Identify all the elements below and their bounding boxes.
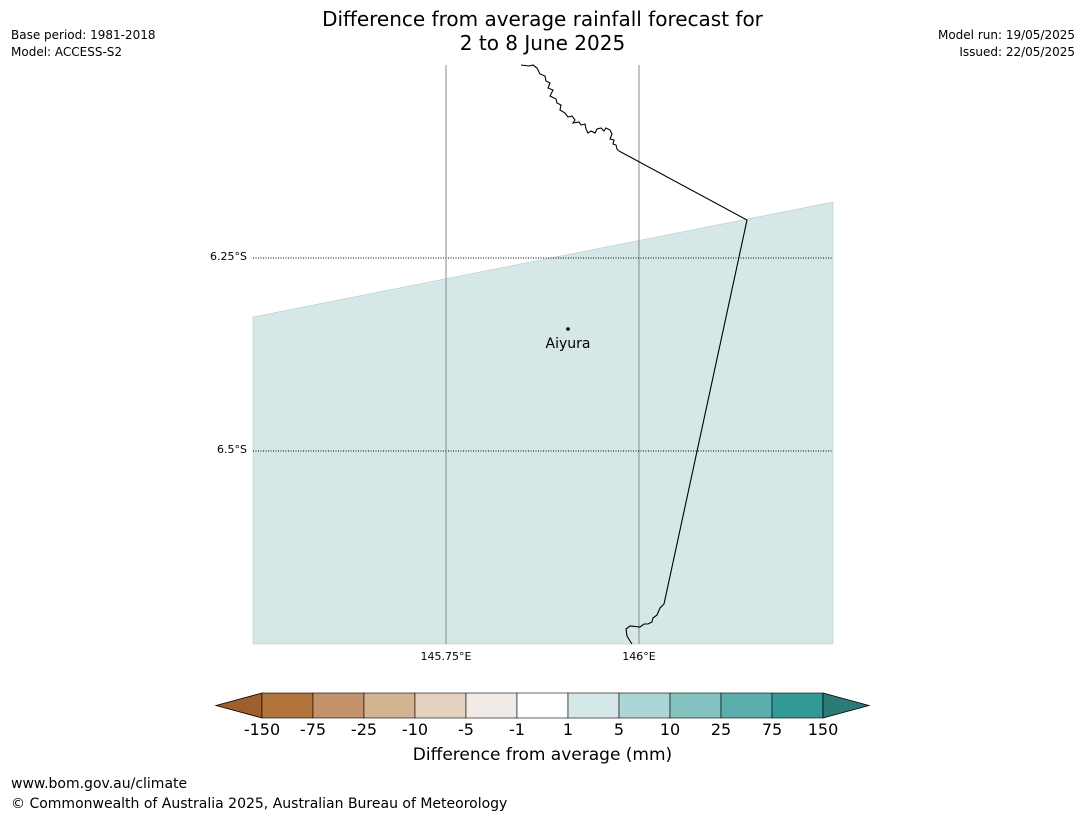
colorbar-swatch: [516, 692, 569, 719]
colorbar-tick: -150: [243, 720, 281, 739]
issued-date: Issued: 22/05/2025: [959, 45, 1075, 59]
lon-label-145-75: 145.75°E: [420, 650, 472, 663]
footer-url: www.bom.gov.au/climate: [11, 776, 188, 792]
map-title: Difference from average rainfall forecas…: [0, 7, 1085, 55]
base-period: Base period: 1981-2018: [11, 28, 156, 42]
colorbar-tick: 10: [659, 720, 681, 739]
colorbar-swatch: [465, 692, 518, 719]
colorbar-tick: -75: [299, 720, 327, 739]
border-line: [618, 150, 748, 605]
forecast-fill-region: [252, 201, 834, 645]
model-info: Base period: 1981-2018 Model: ACCESS-S2: [11, 27, 156, 61]
run-info: Model run: 19/05/2025 Issued: 22/05/2025: [938, 27, 1075, 61]
place-label-aiyura: Aiyura: [545, 336, 591, 352]
colorbar-swatch: [567, 692, 620, 719]
colorbar-swatch: [261, 692, 314, 719]
colorbar-swatch: [771, 692, 824, 719]
coastline-north: [520, 64, 620, 152]
colorbar-tick: 5: [613, 720, 625, 739]
colorbar-swatch: [618, 692, 671, 719]
colorbar-tick: 150: [807, 720, 839, 739]
title-line-1: Difference from average rainfall forecas…: [322, 7, 763, 31]
colorbar-swatch: [720, 692, 773, 719]
colorbar-swatch: [363, 692, 416, 719]
model-name: Model: ACCESS-S2: [11, 45, 123, 59]
title-line-2: 2 to 8 June 2025: [459, 31, 626, 55]
colorbar-tick: -25: [350, 720, 378, 739]
colorbar-tick: -10: [401, 720, 429, 739]
lat-label-6-25: 6.25°S: [210, 250, 247, 263]
colorbar-extend-high: [822, 692, 871, 719]
colorbar-tick: -5: [458, 720, 474, 739]
colorbar-tick: 1: [562, 720, 574, 739]
colorbar-tick: -1: [509, 720, 525, 739]
lat-label-6-5: 6.5°S: [217, 443, 247, 456]
model-run-date: Model run: 19/05/2025: [937, 28, 1075, 42]
footer-copyright: © Commonwealth of Australia 2025, Austra…: [11, 796, 508, 812]
colorbar-extend-low: [214, 692, 263, 719]
coastline-south: [625, 603, 665, 645]
aiyura-marker: [566, 327, 570, 331]
colorbar-tick: 25: [710, 720, 732, 739]
colorbar-label: Difference from average (mm): [412, 745, 673, 765]
colorbar-tick: 75: [761, 720, 783, 739]
colorbar-swatch: [669, 692, 722, 719]
colorbar: [214, 692, 871, 719]
colorbar-swatch: [312, 692, 365, 719]
lon-label-146: 146°E: [622, 650, 656, 663]
colorbar-swatch: [414, 692, 467, 719]
